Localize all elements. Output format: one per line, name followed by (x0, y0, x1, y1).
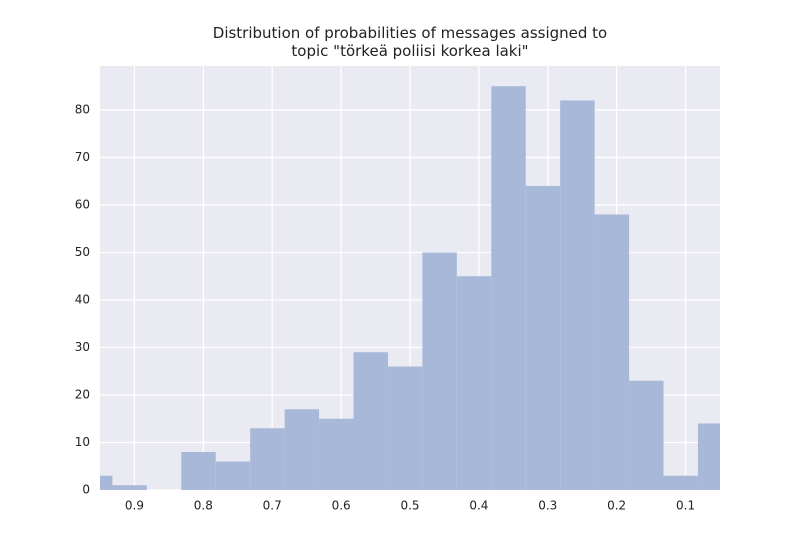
y-tick-label: 80 (75, 102, 90, 116)
x-tick-label: 0.3 (538, 499, 557, 513)
bar (491, 86, 526, 490)
bar (560, 100, 595, 490)
bar (387, 366, 423, 490)
bar (525, 185, 561, 490)
x-tick-label: 0.1 (676, 499, 695, 513)
bar (250, 428, 285, 490)
y-tick-label: 40 (75, 292, 90, 306)
y-tick-label: 70 (75, 150, 90, 164)
bar (456, 276, 492, 490)
x-tick-label: 0.9 (125, 499, 144, 513)
x-tick-label: 0.7 (263, 499, 282, 513)
x-tick-label: 0.5 (400, 499, 419, 513)
x-tick-label: 0.2 (607, 499, 626, 513)
bar (319, 418, 354, 490)
bar (112, 485, 147, 490)
bar (697, 423, 720, 490)
bar (181, 451, 216, 490)
bar (215, 461, 251, 490)
y-tick-label: 10 (75, 435, 90, 449)
y-tick-label: 0 (82, 483, 90, 497)
bar (353, 352, 388, 490)
x-tick-label: 0.8 (194, 499, 213, 513)
bar (629, 380, 664, 490)
bar (663, 475, 698, 490)
chart-title: Distribution of probabilities of message… (212, 24, 608, 60)
x-tick-label: 0.4 (469, 499, 488, 513)
bar (284, 409, 320, 490)
bar (100, 475, 113, 490)
y-tick-label: 50 (75, 245, 90, 259)
bar (594, 214, 630, 490)
x-tick-label: 0.6 (332, 499, 351, 513)
y-tick-label: 20 (75, 387, 90, 401)
y-tick-label: 30 (75, 340, 90, 354)
y-tick-label: 60 (75, 197, 90, 211)
bar (422, 252, 457, 490)
